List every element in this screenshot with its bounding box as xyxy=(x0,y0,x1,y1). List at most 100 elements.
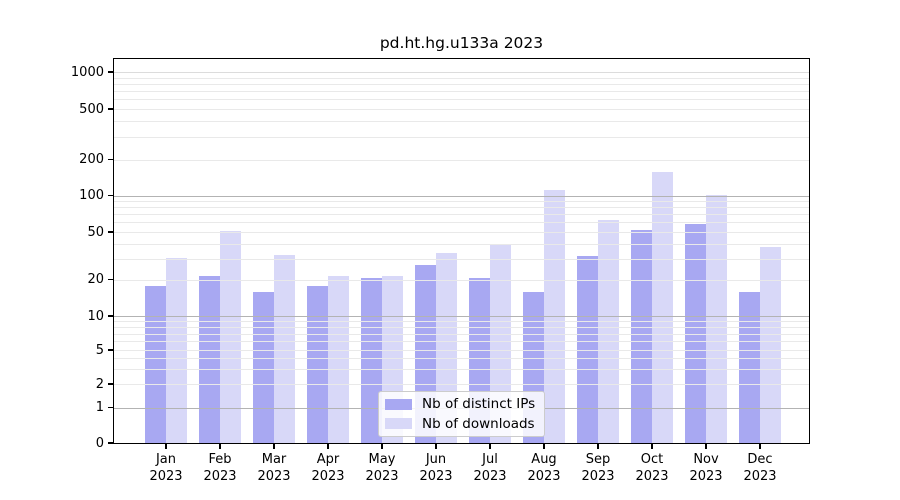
legend-swatch-downloads xyxy=(385,418,412,429)
gridline-40 xyxy=(113,243,810,245)
gridline-90 xyxy=(113,201,810,202)
month-label: Apr xyxy=(316,452,340,467)
gridline-10 xyxy=(113,316,810,317)
x-tick-apr xyxy=(327,444,329,449)
legend-label-distinct-ips: Nb of distinct IPs xyxy=(422,396,536,413)
gridline-1000 xyxy=(113,72,810,73)
y-tick-label-50: 50 xyxy=(87,224,104,240)
gridline-700 xyxy=(113,91,810,92)
month-label: Mar xyxy=(261,452,287,467)
bar-distinct-ips-feb xyxy=(198,275,220,444)
legend-label-downloads: Nb of downloads xyxy=(422,415,535,432)
year-label: 2023 xyxy=(581,468,615,484)
month-label: Jul xyxy=(482,452,498,467)
bar-distinct-ips-mar xyxy=(252,292,274,444)
gridline-30 xyxy=(113,258,810,260)
gridline-400 xyxy=(113,121,810,123)
gridline-7 xyxy=(113,333,810,335)
chart-title: pd.ht.hg.u133a 2023 xyxy=(379,34,544,52)
y-tick-10 xyxy=(108,315,113,317)
y-tick-label-5: 5 xyxy=(95,342,104,358)
x-tick-label-mar: Mar 2023 xyxy=(247,452,301,485)
gridline-20 xyxy=(113,279,810,281)
gridline-2 xyxy=(113,384,810,385)
year-label: 2023 xyxy=(365,468,399,484)
year-label: 2023 xyxy=(203,468,237,484)
gridline-600 xyxy=(113,99,810,101)
y-tick-50 xyxy=(108,231,113,233)
x-tick-jun xyxy=(435,444,437,449)
x-tick-feb xyxy=(219,444,221,449)
gridline-9 xyxy=(113,321,810,323)
y-tick-label-500: 500 xyxy=(79,101,104,117)
gridline-300 xyxy=(113,137,810,139)
x-tick-label-may: May 2023 xyxy=(355,452,409,485)
bar-downloads-nov xyxy=(706,194,728,444)
x-tick-dec xyxy=(759,444,761,449)
x-tick-label-dec: Dec 2023 xyxy=(733,452,787,485)
bar-downloads-dec xyxy=(760,247,782,444)
month-label: Oct xyxy=(640,452,664,467)
gridline-60 xyxy=(113,222,810,224)
plot-area xyxy=(113,58,810,444)
year-label: 2023 xyxy=(743,468,777,484)
bar-distinct-ips-may xyxy=(360,278,382,444)
x-tick-label-nov: Nov 2023 xyxy=(679,452,733,485)
y-tick-5 xyxy=(108,349,113,351)
y-tick-500 xyxy=(108,108,113,110)
gridline-8 xyxy=(113,326,810,328)
y-tick-0 xyxy=(108,442,113,444)
legend-item-downloads: Nb of downloads xyxy=(379,415,544,433)
x-tick-label-apr: Apr 2023 xyxy=(301,452,355,485)
y-tick-100 xyxy=(108,194,113,197)
bar-distinct-ips-apr xyxy=(306,286,328,444)
x-tick-label-jun: Jun 2023 xyxy=(409,452,463,485)
y-tick-1000 xyxy=(108,71,113,73)
year-label: 2023 xyxy=(311,468,345,484)
bar-downloads-apr xyxy=(328,275,350,444)
x-tick-may xyxy=(381,444,383,449)
month-label: Jan xyxy=(155,452,177,467)
year-label: 2023 xyxy=(689,468,723,484)
gridline-4 xyxy=(113,358,810,360)
x-tick-oct xyxy=(651,444,653,449)
y-tick-label-0: 0 xyxy=(95,435,104,451)
gridline-200 xyxy=(113,159,810,161)
y-tick-2 xyxy=(108,383,113,385)
x-tick-label-jan: Jan 2023 xyxy=(139,452,193,485)
month-label: Sep xyxy=(585,452,611,467)
bar-distinct-ips-dec xyxy=(738,292,760,444)
month-label: May xyxy=(368,452,396,467)
x-tick-label-aug: Aug 2023 xyxy=(517,452,571,485)
gridline-800 xyxy=(113,83,810,85)
x-tick-label-oct: Oct 2023 xyxy=(625,452,679,485)
month-label: Dec xyxy=(747,452,773,467)
gridline-100 xyxy=(113,195,810,197)
gridline-6 xyxy=(113,341,810,343)
legend-item-distinct-ips: Nb of distinct IPs xyxy=(379,395,544,413)
bar-downloads-sep xyxy=(598,220,620,444)
year-label: 2023 xyxy=(635,468,669,484)
month-label: Nov xyxy=(693,452,719,467)
year-label: 2023 xyxy=(419,468,453,484)
month-label: Aug xyxy=(531,452,557,467)
gridline-50 xyxy=(113,232,810,233)
x-tick-jan xyxy=(165,444,167,449)
month-label: Feb xyxy=(208,452,232,467)
y-tick-200 xyxy=(108,158,113,161)
x-tick-sep xyxy=(597,444,599,449)
y-tick-1 xyxy=(108,407,113,409)
year-label: 2023 xyxy=(473,468,507,484)
bar-distinct-ips-jan xyxy=(144,286,166,444)
year-label: 2023 xyxy=(149,468,183,484)
y-tick-label-100: 100 xyxy=(79,188,104,203)
y-tick-label-200: 200 xyxy=(79,152,104,167)
y-tick-label-10: 10 xyxy=(87,308,104,324)
x-tick-nov xyxy=(705,444,707,449)
bar-downloads-oct xyxy=(652,171,674,444)
x-tick-mar xyxy=(273,444,275,449)
x-tick-label-feb: Feb 2023 xyxy=(193,452,247,485)
gridline-80 xyxy=(113,207,810,209)
y-tick-label-20: 20 xyxy=(87,272,104,287)
